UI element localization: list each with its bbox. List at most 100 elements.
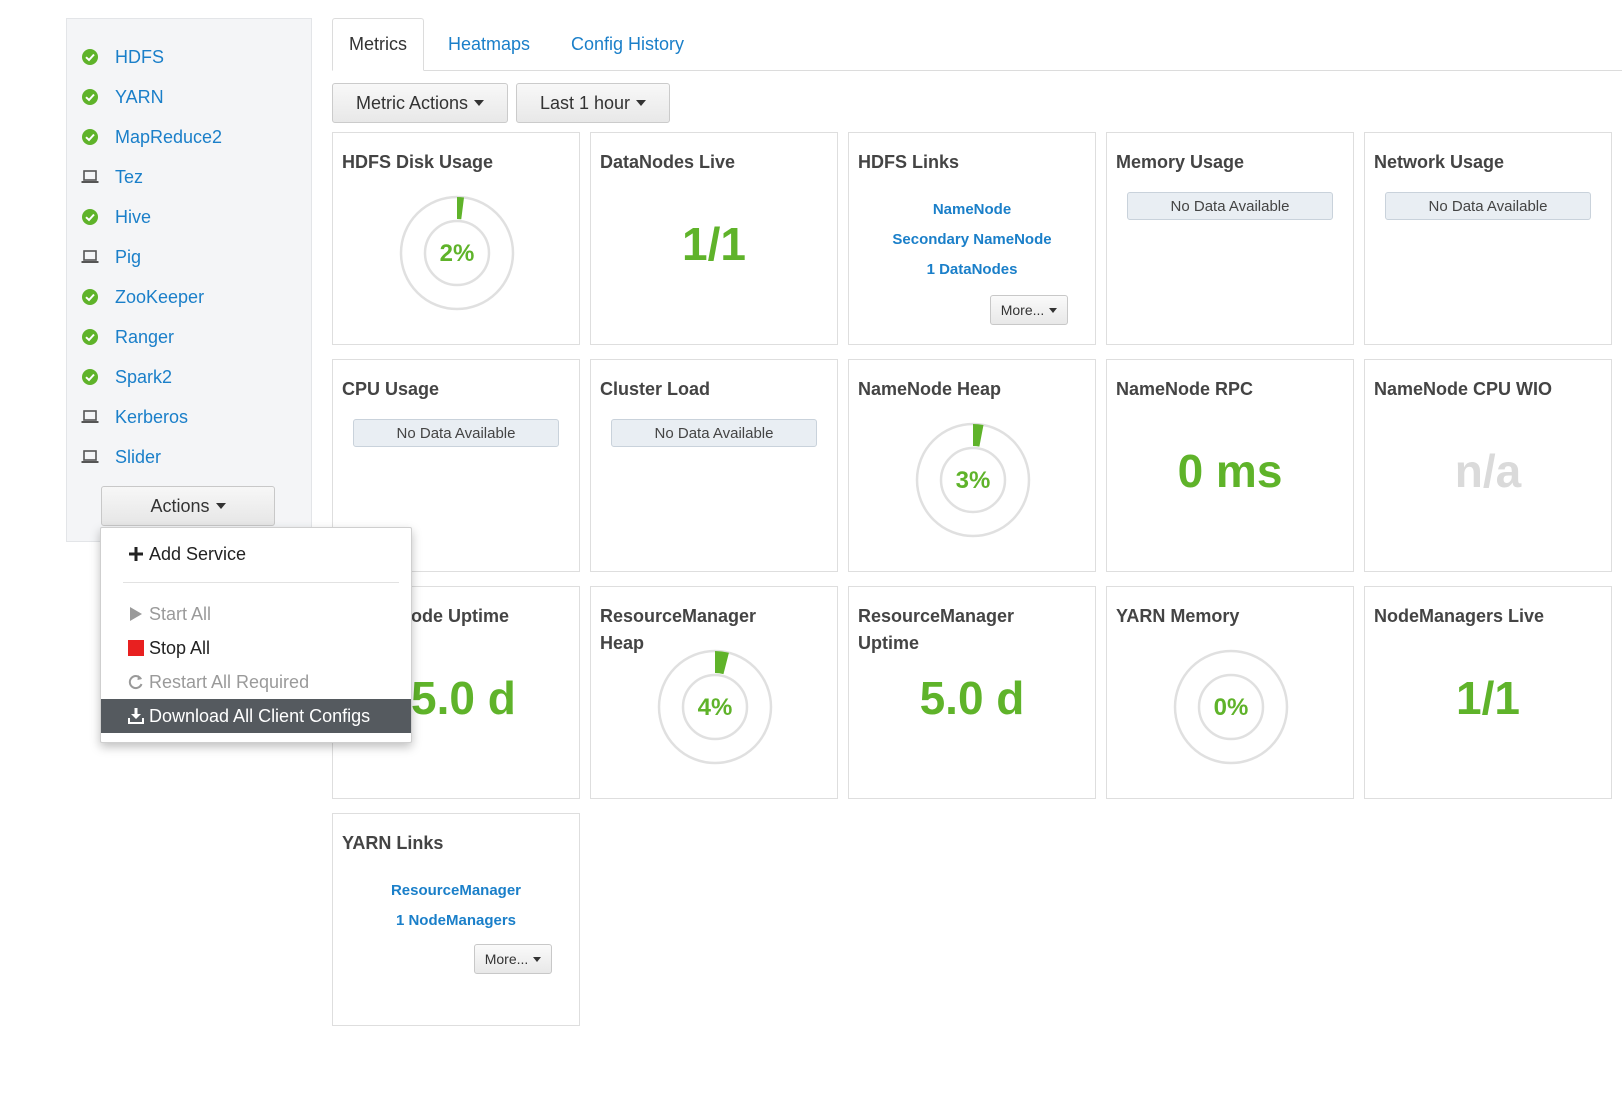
gauge-chart: 4% — [657, 649, 773, 765]
laptop-icon — [81, 168, 99, 186]
widget-memory-usage[interactable]: Memory Usage No Data Available — [1106, 132, 1354, 345]
widget-value: n/a — [1454, 445, 1522, 497]
widget-title: YARN Memory — [1116, 606, 1240, 626]
menu-item-stop-all[interactable]: Stop All — [101, 631, 411, 665]
gauge-value: 3% — [956, 467, 991, 494]
sidebar-item-label: Pig — [115, 246, 142, 267]
services-sidebar: HDFS YARN MapReduce2 Tez Hive — [66, 18, 312, 542]
check-circle-icon — [81, 128, 99, 146]
widget-value: 0 ms — [1177, 445, 1283, 497]
link-resourcemanager[interactable]: ResourceManager — [390, 882, 522, 899]
link-namenode[interactable]: NameNode — [932, 201, 1012, 218]
widget-title: HDFS Links — [858, 152, 960, 172]
plus-icon — [127, 547, 145, 561]
sidebar-item-yarn[interactable]: YARN — [67, 77, 311, 117]
tab-config-history[interactable]: Config History — [571, 18, 684, 70]
menu-item-label: Restart All Required — [149, 671, 310, 692]
check-circle-icon — [81, 88, 99, 106]
caret-down-icon — [215, 503, 226, 509]
sidebar-item-ranger[interactable]: Ranger — [67, 317, 311, 357]
sidebar-item-spark2[interactable]: Spark2 — [67, 357, 311, 397]
menu-item-download-client-configs[interactable]: Download All Client Configs — [101, 699, 411, 733]
sidebar-item-pig[interactable]: Pig — [67, 237, 311, 277]
sidebar-item-label: Ranger — [115, 326, 175, 347]
tab-label: Metrics — [349, 34, 407, 54]
more-label: More... — [484, 951, 529, 967]
gauge-inner-ring — [939, 446, 1007, 514]
menu-item-restart-all-required[interactable]: Restart All Required — [101, 665, 411, 699]
time-range-button[interactable]: Last 1 hour — [516, 83, 670, 123]
sidebar-item-label: MapReduce2 — [115, 126, 223, 147]
sidebar-item-label: HDFS — [115, 46, 164, 67]
widget-network-usage[interactable]: Network Usage No Data Available — [1364, 132, 1612, 345]
widget-value: 5.0 d — [919, 672, 1025, 724]
actions-button[interactable]: Actions — [101, 486, 275, 526]
sidebar-item-mapreduce2[interactable]: MapReduce2 — [67, 117, 311, 157]
widget-resourcemanager-uptime[interactable]: ResourceManager Uptime 5.0 d — [848, 586, 1096, 799]
gauge-fill-arc — [715, 651, 729, 675]
gauge-inner-ring — [1197, 673, 1265, 741]
widget-datanodes-live[interactable]: DataNodes Live 1/1 — [590, 132, 838, 345]
gauge-fill-arc — [457, 197, 465, 220]
widget-title: NameNode CPU WIO — [1374, 379, 1553, 399]
tab-label: Heatmaps — [448, 33, 531, 54]
sidebar-item-zookeeper[interactable]: ZooKeeper — [67, 277, 311, 317]
stop-icon — [127, 640, 145, 656]
menu-item-label: Stop All — [149, 637, 211, 658]
service-list: HDFS YARN MapReduce2 Tez Hive — [67, 19, 311, 477]
actions-button-label: Actions — [150, 495, 210, 516]
link-datanodes[interactable]: 1 DataNodes — [926, 261, 1018, 278]
widget-namenode-cpu-wio[interactable]: NameNode CPU WIO n/a — [1364, 359, 1612, 572]
widget-title: HDFS Disk Usage — [342, 152, 494, 172]
menu-item-label: Add Service — [149, 543, 247, 564]
links-list: NameNode Secondary NameNode 1 DataNodes — [849, 195, 1095, 285]
gauge-value: 2% — [440, 240, 475, 267]
widget-namenode-heap[interactable]: NameNode Heap 3% — [848, 359, 1096, 572]
link-nodemanagers[interactable]: 1 NodeManagers — [395, 912, 517, 929]
more-button[interactable]: More... — [990, 295, 1068, 325]
more-button[interactable]: More... — [474, 944, 552, 974]
gauge-chart: 3% — [915, 422, 1031, 538]
tab-heatmaps[interactable]: Heatmaps — [448, 18, 530, 70]
widget-hdfs-disk-usage[interactable]: HDFS Disk Usage 2% — [332, 132, 580, 345]
menu-item-start-all[interactable]: Start All — [101, 597, 411, 631]
check-circle-icon — [81, 328, 99, 346]
widget-resourcemanager-heap[interactable]: ResourceManager Heap 4% — [590, 586, 838, 799]
no-data-badge: No Data Available — [353, 419, 559, 447]
widget-cpu-usage[interactable]: CPU Usage No Data Available — [332, 359, 580, 572]
menu-item-label: Download All Client Configs — [149, 705, 371, 726]
tab-metrics[interactable]: Metrics — [332, 18, 424, 71]
sidebar-item-label: Slider — [115, 446, 162, 467]
widget-title: Network Usage — [1374, 152, 1505, 172]
sidebar-item-hdfs[interactable]: HDFS — [67, 37, 311, 77]
menu-item-add-service[interactable]: Add Service — [101, 537, 411, 571]
check-circle-icon — [81, 48, 99, 66]
metric-actions-label: Metric Actions — [355, 92, 469, 113]
gauge-chart: 2% — [399, 195, 515, 311]
link-secondary-namenode[interactable]: Secondary NameNode — [892, 231, 1052, 248]
widget-yarn-memory[interactable]: YARN Memory 0% — [1106, 586, 1354, 799]
widget-cluster-load[interactable]: Cluster Load No Data Available — [590, 359, 838, 572]
sidebar-item-hive[interactable]: Hive — [67, 197, 311, 237]
service-tabs: Metrics Heatmaps Config History — [332, 18, 1622, 71]
sidebar-item-label: Kerberos — [115, 406, 189, 427]
metric-actions-button[interactable]: Metric Actions — [332, 83, 508, 123]
gauge-value: 4% — [698, 694, 733, 721]
sidebar-item-tez[interactable]: Tez — [67, 157, 311, 197]
no-data-badge: No Data Available — [611, 419, 817, 447]
menu-item-label: Start All — [149, 603, 212, 624]
check-circle-icon — [81, 368, 99, 386]
no-data-badge: No Data Available — [1385, 192, 1591, 220]
sidebar-item-label: YARN — [115, 86, 164, 107]
sidebar-item-kerberos[interactable]: Kerberos — [67, 397, 311, 437]
widget-namenode-rpc[interactable]: NameNode RPC 0 ms — [1106, 359, 1354, 572]
gauge-value: 0% — [1214, 694, 1249, 721]
sidebar-item-label: ZooKeeper — [115, 286, 205, 307]
widget-value: 1/1 — [682, 218, 746, 270]
no-data-badge: No Data Available — [1127, 192, 1333, 220]
sidebar-item-slider[interactable]: Slider — [67, 437, 311, 477]
laptop-icon — [81, 448, 99, 466]
widget-nodemanagers-live[interactable]: NodeManagers Live 1/1 — [1364, 586, 1612, 799]
widget-title: ResourceManager Uptime — [858, 606, 1015, 653]
caret-down-icon — [474, 100, 485, 106]
